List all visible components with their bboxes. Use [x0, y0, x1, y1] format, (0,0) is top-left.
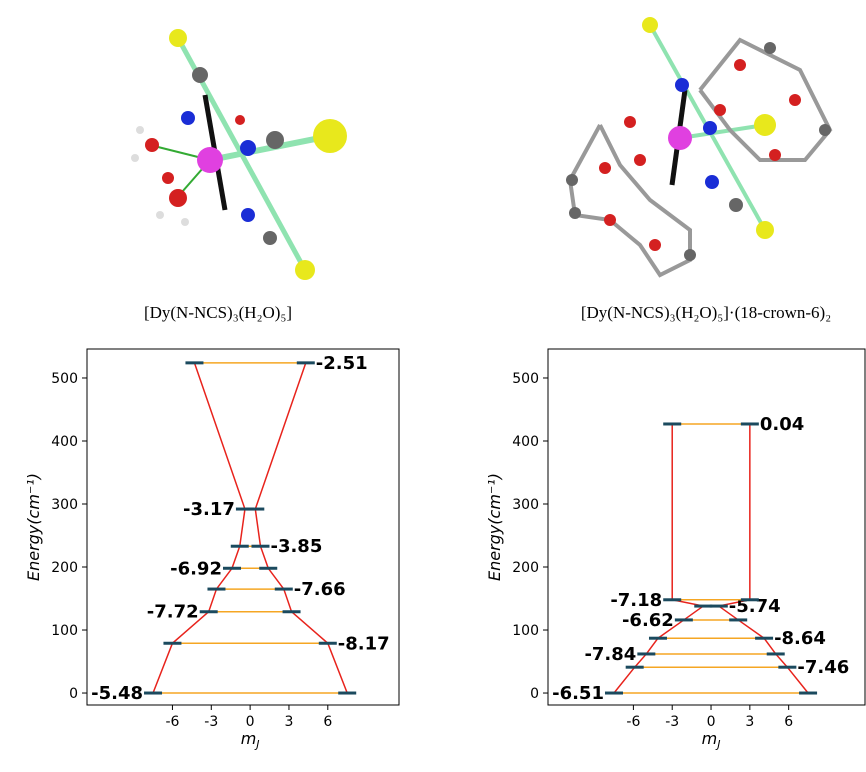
x-axis-label: mJ	[241, 729, 260, 751]
level-bar	[626, 666, 644, 669]
figure: [Dy(N-NCS)₃(H₂O)₅] [Dy(N-NCS)₃(H₂O)₅]·(1…	[0, 0, 866, 772]
level-label: -7.46	[797, 657, 849, 678]
x-tick-label: 6	[323, 714, 332, 730]
level-label: -2.51	[316, 353, 368, 374]
caption: [Dy(N-NCS)₃(H₂O)₅]·(18-crown-6)₂	[581, 303, 831, 322]
level-bar	[637, 652, 655, 655]
x-tick-label: -6	[626, 714, 640, 730]
y-tick-label: 100	[51, 623, 78, 639]
y-tick-label: 400	[512, 434, 539, 450]
level-bar	[297, 361, 315, 364]
level-bar	[741, 422, 759, 425]
level-label: -7.66	[294, 579, 346, 600]
level-bar	[799, 692, 817, 695]
level-bar	[251, 545, 269, 548]
level-bar	[144, 692, 162, 695]
x-tick-label: 0	[246, 714, 255, 730]
y-axis-label: Energy(cm⁻¹)	[24, 473, 43, 581]
level-bar	[246, 508, 264, 511]
level-bar	[755, 637, 773, 640]
level-bar	[231, 545, 249, 548]
y-tick-label: 500	[512, 371, 539, 387]
level-bar	[710, 605, 728, 608]
level-label: -6.51	[552, 683, 604, 704]
x-label-base: m	[702, 729, 718, 748]
connector	[719, 424, 808, 693]
y-axis-label: Energy(cm⁻¹)	[485, 473, 504, 581]
level-bar	[741, 598, 759, 601]
level-label: 0.04	[760, 414, 804, 435]
x-tick-label: -3	[665, 714, 679, 730]
level-bar	[694, 605, 712, 608]
level-bar	[200, 610, 218, 613]
x-label-base: m	[241, 729, 257, 748]
x-tick-label: -6	[165, 714, 179, 730]
level-bar	[778, 666, 796, 669]
level-label: -7.84	[584, 644, 636, 665]
level-label: -8.17	[338, 633, 390, 654]
y-tick-label: 100	[512, 623, 539, 639]
level-bar	[338, 692, 356, 695]
molecule-left	[131, 29, 347, 280]
level-bar	[185, 361, 203, 364]
level-label: -8.64	[774, 628, 826, 649]
y-tick-label: 0	[69, 686, 78, 702]
level-label: -5.48	[91, 683, 143, 704]
y-tick-label: 0	[530, 686, 539, 702]
level-bar	[767, 652, 785, 655]
level-bar	[649, 637, 667, 640]
x-tick-label: -3	[204, 714, 218, 730]
x-tick-label: 0	[707, 714, 716, 730]
level-label: -6.92	[170, 558, 222, 579]
level-bar	[663, 422, 681, 425]
level-bar	[319, 642, 337, 645]
y-tick-label: 500	[51, 371, 78, 387]
x-tick-label: 3	[745, 714, 754, 730]
level-label: -3.17	[183, 499, 235, 520]
level-bar	[275, 588, 293, 591]
y-tick-label: 200	[51, 560, 78, 576]
x-axis-label: mJ	[702, 729, 721, 751]
level-label: -3.85	[270, 536, 322, 557]
y-tick-label: 200	[512, 560, 539, 576]
level-bar	[663, 598, 681, 601]
y-tick-label: 300	[51, 497, 78, 513]
level-bar	[729, 618, 747, 621]
x-tick-label: 3	[284, 714, 293, 730]
caption: [Dy(N-NCS)₃(H₂O)₅]	[144, 303, 292, 322]
y-tick-label: 300	[512, 497, 539, 513]
level-label: -7.72	[147, 602, 199, 623]
chart: 0 100 200 300 400 500 -6 -3 0 3 6 mJ Energy(cm⁻¹) -6.…	[485, 349, 865, 751]
level-bar	[163, 642, 181, 645]
level-bar	[675, 618, 693, 621]
level-bar	[605, 692, 623, 695]
level-bar	[283, 610, 301, 613]
level-bar	[259, 567, 277, 570]
y-tick-label: 400	[51, 434, 78, 450]
level-bar	[207, 588, 225, 591]
level-bar	[223, 567, 241, 570]
molecule-right	[566, 17, 831, 275]
level-label: -7.18	[610, 590, 662, 611]
chart: 0 100 200 300 400 500 -6 -3 0 3 6 mJ Energy(cm⁻¹) -5.…	[24, 349, 399, 751]
level-label: -6.62	[622, 610, 674, 631]
x-tick-label: 6	[784, 714, 793, 730]
